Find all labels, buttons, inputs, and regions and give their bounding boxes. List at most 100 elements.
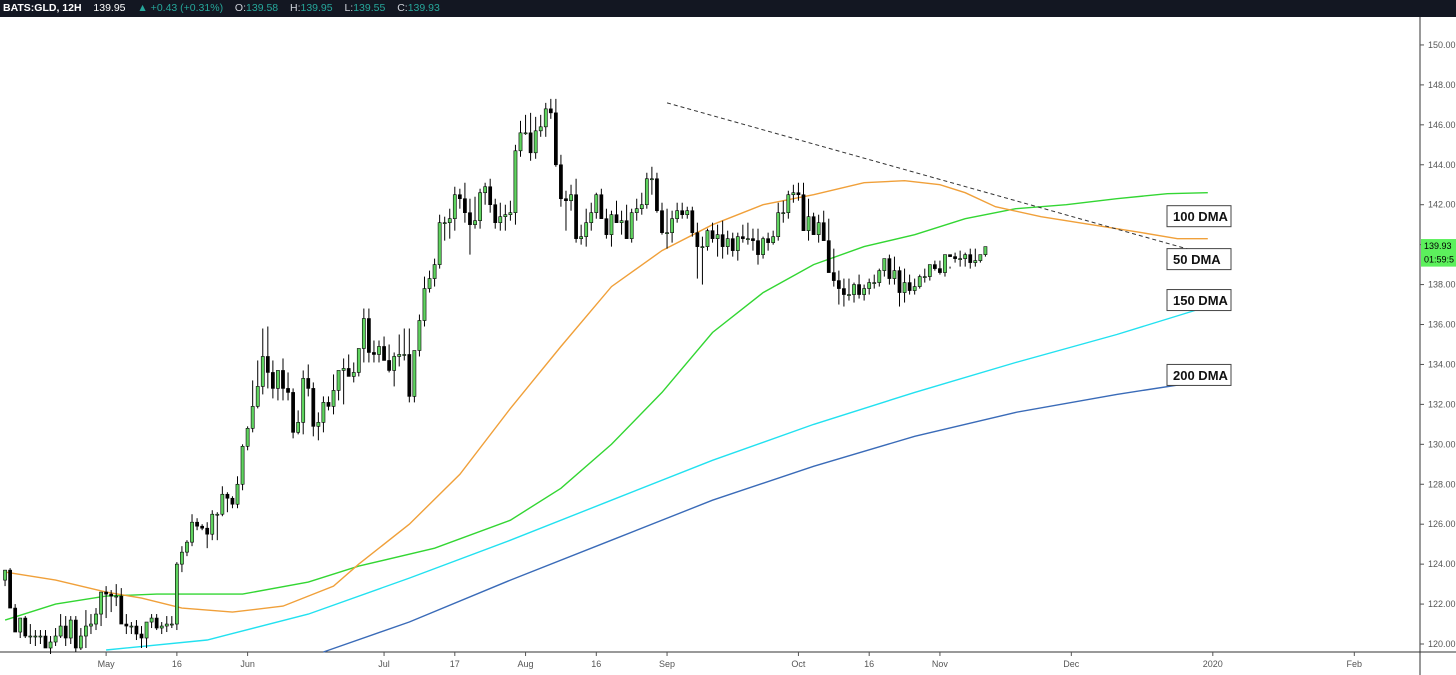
candle-body[interactable] xyxy=(367,318,371,353)
candle-body[interactable] xyxy=(291,392,295,433)
candle-body[interactable] xyxy=(548,108,553,114)
candle-body[interactable] xyxy=(210,513,215,535)
dma-line-200[interactable] xyxy=(323,379,1208,653)
candle-body[interactable] xyxy=(867,282,872,289)
candle-body[interactable] xyxy=(195,521,199,527)
candle-body[interactable] xyxy=(862,288,866,295)
candle-body[interactable] xyxy=(927,264,932,277)
candle-body[interactable] xyxy=(361,318,366,349)
candle-body[interactable] xyxy=(781,212,786,214)
candle-body[interactable] xyxy=(99,591,103,615)
candle-body[interactable] xyxy=(564,198,568,202)
candle-body[interactable] xyxy=(447,218,452,223)
candle-body[interactable] xyxy=(983,246,988,255)
candle-body[interactable] xyxy=(508,212,513,215)
candle-body[interactable] xyxy=(306,378,311,389)
candle-body[interactable] xyxy=(316,422,321,427)
candle-body[interactable] xyxy=(695,232,700,247)
candle-body[interactable] xyxy=(897,270,902,293)
candle-body[interactable] xyxy=(528,132,533,154)
dma-line-150[interactable] xyxy=(106,305,1209,651)
candle-body[interactable] xyxy=(104,591,108,595)
candle-body[interactable] xyxy=(281,370,285,389)
candle-body[interactable] xyxy=(518,132,523,152)
candle-body[interactable] xyxy=(771,236,776,243)
candle-body[interactable] xyxy=(483,186,487,194)
candle-body[interactable] xyxy=(235,483,240,505)
candle-body[interactable] xyxy=(978,254,983,261)
candle-body[interactable] xyxy=(397,354,402,357)
candle-body[interactable] xyxy=(887,258,892,279)
candle-body[interactable] xyxy=(48,641,53,649)
candle-body[interactable] xyxy=(63,625,68,639)
candle-body[interactable] xyxy=(730,238,735,251)
candle-body[interactable] xyxy=(271,372,275,389)
candle-body[interactable] xyxy=(377,346,381,355)
candle-body[interactable] xyxy=(240,446,245,485)
candle-body[interactable] xyxy=(84,625,88,637)
candle-body[interactable] xyxy=(559,164,563,200)
candle-body[interactable] xyxy=(200,525,205,529)
candle-body[interactable] xyxy=(331,390,336,407)
candle-body[interactable] xyxy=(882,258,887,271)
candle-body[interactable] xyxy=(922,276,927,278)
candle-body[interactable] xyxy=(589,212,594,223)
candle-body[interactable] xyxy=(816,222,821,235)
candle-body[interactable] xyxy=(584,222,589,237)
candle-body[interactable] xyxy=(68,619,73,639)
candle-body[interactable] xyxy=(619,220,624,223)
candle-body[interactable] xyxy=(675,210,680,219)
candle-body[interactable] xyxy=(452,194,457,219)
candle-body[interactable] xyxy=(23,617,28,637)
resistance-trendline[interactable] xyxy=(666,102,1208,256)
candle-body[interactable] xyxy=(503,214,508,217)
candle-body[interactable] xyxy=(842,288,846,295)
candle-body[interactable] xyxy=(806,216,811,231)
candle-body[interactable] xyxy=(943,254,947,273)
candle-body[interactable] xyxy=(766,238,770,243)
candle-body[interactable] xyxy=(28,635,33,638)
symbol-label[interactable]: BATS:GLD, 12H xyxy=(3,2,82,14)
candle-body[interactable] xyxy=(680,210,685,215)
candle-body[interactable] xyxy=(685,210,690,215)
price-chart[interactable]: 120.00 122.00 124.00 126.00 128.00 130.00 132.… xyxy=(0,17,1456,675)
candle-body[interactable] xyxy=(336,370,341,391)
candle-body[interactable] xyxy=(938,268,942,273)
candle-body[interactable] xyxy=(746,238,750,240)
candle-body[interactable] xyxy=(751,238,755,241)
candle-body[interactable] xyxy=(877,270,882,283)
candle-body[interactable] xyxy=(225,493,230,499)
candle-body[interactable] xyxy=(634,208,639,213)
candle-body[interactable] xyxy=(650,178,654,181)
candle-body[interactable] xyxy=(180,551,184,565)
candle-body[interactable] xyxy=(412,350,417,397)
candle-body[interactable] xyxy=(660,210,664,233)
candle-body[interactable] xyxy=(720,234,725,247)
candle-body[interactable] xyxy=(735,236,740,251)
candle-body[interactable] xyxy=(417,320,422,351)
candle-body[interactable] xyxy=(629,212,634,239)
candle-body[interactable] xyxy=(761,238,765,255)
candle-body[interactable] xyxy=(260,356,265,387)
candle-body[interactable] xyxy=(190,521,194,543)
candle-body[interactable] xyxy=(523,132,528,135)
candle-body[interactable] xyxy=(43,635,48,649)
candle-body[interactable] xyxy=(543,108,548,128)
candle-body[interactable] xyxy=(296,422,301,433)
candle-body[interactable] xyxy=(826,240,831,273)
candle-body[interactable] xyxy=(387,360,391,371)
candle-body[interactable] xyxy=(796,192,801,196)
candle-body[interactable] xyxy=(463,198,467,213)
candle-body[interactable] xyxy=(265,356,270,373)
candle-body[interactable] xyxy=(604,218,609,235)
candle-body[interactable] xyxy=(756,240,760,255)
candle-body[interactable] xyxy=(599,194,604,219)
candle-body[interactable] xyxy=(933,264,937,269)
candle-body[interactable] xyxy=(791,192,796,196)
candle-body[interactable] xyxy=(3,569,7,581)
dma-line-50[interactable] xyxy=(4,179,1208,613)
candle-body[interactable] xyxy=(149,617,154,623)
candle-body[interactable] xyxy=(473,220,477,225)
candle-body[interactable] xyxy=(139,633,144,639)
candle-body[interactable] xyxy=(725,238,730,247)
